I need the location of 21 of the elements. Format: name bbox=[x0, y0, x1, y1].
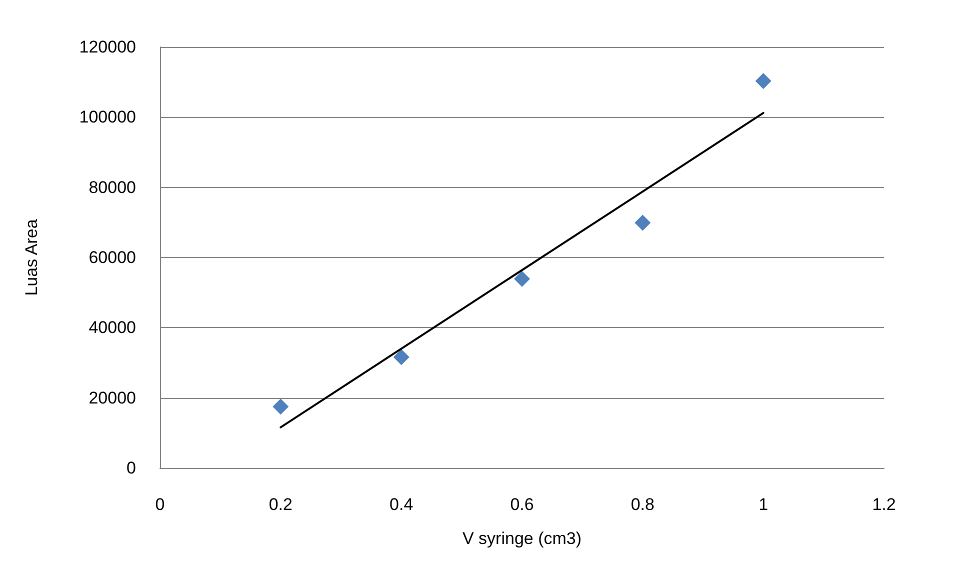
x-tick-label: 1 bbox=[758, 495, 768, 514]
y-tick-label: 60000 bbox=[88, 248, 136, 267]
point bbox=[755, 73, 772, 90]
y-tick-label: 120000 bbox=[79, 38, 136, 56]
y-tick-label: 0 bbox=[126, 458, 136, 478]
y-tick-label: 20000 bbox=[88, 388, 136, 408]
y-tick-label: 40000 bbox=[88, 318, 136, 338]
x-tick-label: 1.2 bbox=[872, 495, 896, 514]
x-axis-title: V syringe (cm3) bbox=[462, 529, 582, 548]
y-tick-label: 100000 bbox=[79, 108, 136, 127]
x-tick-label: 0.8 bbox=[630, 495, 654, 514]
y-axis-title: Luas Area bbox=[22, 218, 41, 296]
point bbox=[272, 398, 289, 415]
point bbox=[393, 349, 410, 366]
point bbox=[514, 270, 530, 287]
x-tick-label: 0.4 bbox=[390, 495, 414, 514]
x-tick-label: 0.6 bbox=[510, 495, 534, 514]
point bbox=[634, 214, 651, 231]
x-tick-label: 0.2 bbox=[268, 495, 292, 514]
y-tick-label: 80000 bbox=[88, 178, 136, 197]
x-tick-label: 0 bbox=[155, 495, 165, 514]
